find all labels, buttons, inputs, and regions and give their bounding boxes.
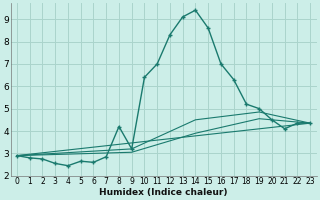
X-axis label: Humidex (Indice chaleur): Humidex (Indice chaleur) — [99, 188, 228, 197]
